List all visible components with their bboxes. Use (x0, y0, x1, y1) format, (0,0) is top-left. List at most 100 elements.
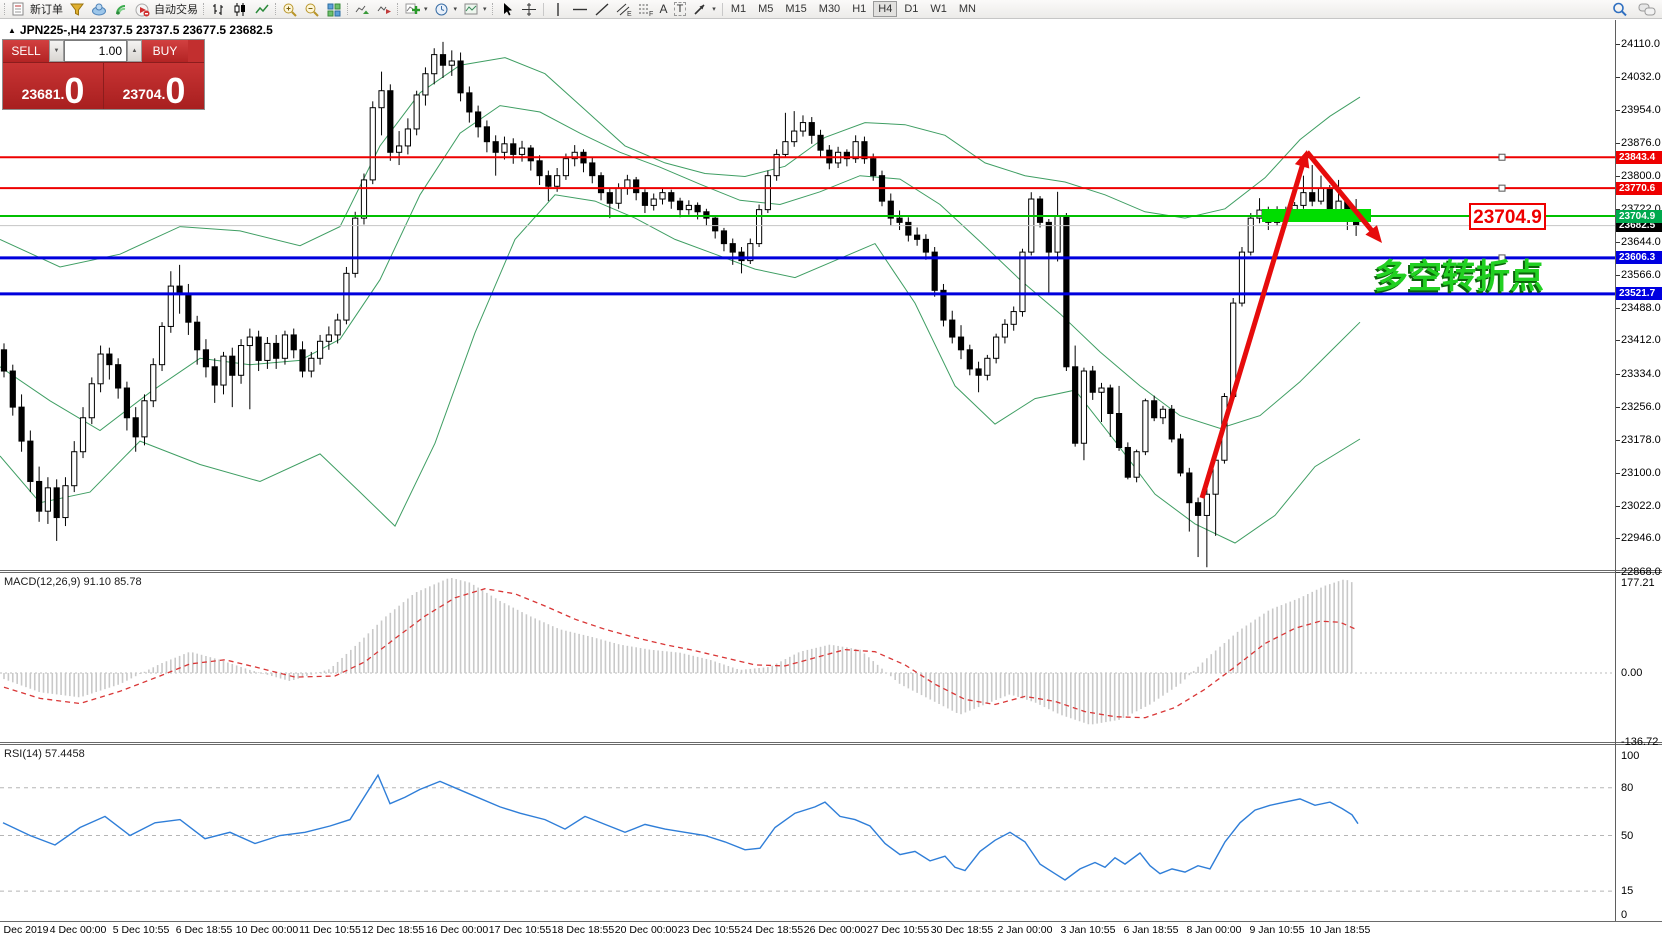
crosshair-tool-button[interactable] (518, 1, 540, 18)
candle-body (1098, 387, 1105, 393)
macd-panel[interactable] (0, 573, 1615, 742)
trendline-tool-button[interactable] (591, 1, 613, 18)
line-handle[interactable] (1498, 184, 1506, 192)
price-tick (1616, 110, 1620, 112)
tf-button-H4[interactable]: H4 (873, 1, 898, 17)
trend-arrow-up[interactable] (1199, 155, 1308, 499)
candle-chart-mode-button[interactable] (229, 1, 251, 18)
tf-button-W1[interactable]: W1 (930, 3, 947, 15)
tf-button-D1[interactable]: D1 (904, 3, 919, 15)
line-chart-icon (254, 2, 270, 17)
fibonacci-icon: F (638, 2, 654, 18)
templates-button[interactable]: ▾ (460, 1, 490, 18)
price-tick-label: 23876.0 (1621, 137, 1661, 150)
community-button[interactable] (88, 1, 110, 18)
candle-body (685, 204, 692, 211)
candle-body (255, 336, 262, 361)
fibonacci-tool-button[interactable]: F (635, 1, 657, 18)
candle-body (343, 272, 350, 321)
signals-button[interactable] (110, 1, 132, 18)
cursor-tool-button[interactable] (496, 1, 518, 18)
price-tag-23770.6[interactable]: 23770.6 (1616, 181, 1662, 195)
auto-scroll-button[interactable] (351, 1, 373, 18)
price-tag-23704.9[interactable]: 23704.9 (1616, 209, 1662, 223)
timeframes-menu-button[interactable]: ▾ (431, 1, 461, 18)
candle-body (791, 130, 798, 143)
sell-price[interactable]: 23681. 0 (3, 63, 104, 109)
tf-button-MN[interactable]: MN (958, 3, 976, 15)
horizontal-line-icon (572, 2, 588, 17)
tf-button-M1[interactable]: M1 (730, 3, 747, 15)
tf-button-M15[interactable]: M15 (785, 3, 807, 15)
bar-chart-mode-button[interactable] (207, 1, 229, 18)
price-tick-label: 23178.0 (1621, 433, 1661, 446)
candle-body (694, 204, 701, 213)
candle-body (18, 406, 25, 442)
volume-increase-button[interactable]: ▲ (127, 40, 142, 62)
annotation-cn-text[interactable]: 多空转折点 (1374, 258, 1544, 296)
chevron-down-icon: ▾ (453, 6, 458, 13)
volume-input[interactable] (64, 40, 127, 62)
buy-button[interactable]: BUY (142, 40, 188, 62)
candle-body (729, 243, 736, 253)
market-watch-button[interactable] (66, 1, 88, 18)
zoom-in-button[interactable] (279, 1, 301, 18)
rsi-separator[interactable] (0, 742, 1662, 743)
sell-button[interactable]: SELL (3, 40, 49, 62)
price-tag-23843.4[interactable]: 23843.4 (1616, 150, 1662, 164)
arrows-tool-button[interactable]: ▾ (689, 1, 719, 18)
text-label-tool-button[interactable]: T (671, 1, 690, 18)
buy-price[interactable]: 23704. 0 (104, 63, 204, 109)
candle-body (0, 349, 8, 372)
arrow-head-icon (1294, 150, 1310, 169)
price-tick-label: 23022.0 (1621, 500, 1661, 513)
equidistant-channel-tool-button[interactable]: E (613, 1, 635, 18)
price-tag-23606.3[interactable]: 23606.3 (1616, 251, 1662, 265)
line-handle[interactable] (1498, 254, 1506, 262)
candle-body (720, 230, 728, 245)
volume-decrease-button[interactable]: ▼ (49, 40, 64, 62)
price-callout-box[interactable] (1469, 203, 1546, 230)
annotation-cn-text[interactable]: 多空转折点 (1372, 260, 1542, 298)
vertical-line-tool-button[interactable] (547, 1, 569, 18)
time-axis-label: 9 Jan 10:55 (1249, 924, 1305, 936)
candle-body (597, 175, 605, 194)
search-icon[interactable] (1612, 2, 1628, 17)
candle-body (88, 383, 95, 419)
candle-body (914, 234, 921, 240)
rsi-panel[interactable] (0, 745, 1615, 920)
candle-body (1151, 400, 1158, 419)
autotrade-button[interactable]: 自动交易 (132, 1, 201, 18)
candle-body (229, 355, 236, 376)
price-tick (1616, 275, 1620, 277)
line-handle[interactable] (1498, 153, 1506, 161)
price-tick-label: 23412.0 (1621, 334, 1661, 347)
zoom-out-button[interactable] (301, 1, 323, 18)
tf-button-H1[interactable]: H1 (852, 3, 867, 15)
macd-separator[interactable] (0, 570, 1662, 571)
bollinger-lower-band (0, 194, 1361, 544)
candle-body (132, 417, 139, 438)
candle-body (808, 122, 815, 136)
candle-body (1309, 192, 1316, 202)
candle-body (457, 60, 464, 94)
horizontal-line-tool-button[interactable] (569, 1, 591, 18)
new-order-button[interactable]: 新订单 (8, 1, 66, 18)
tf-button-M5[interactable]: M5 (758, 3, 774, 15)
macd-label: MACD(12,26,9) 91.10 85.78 (4, 576, 142, 588)
chart-shift-button[interactable] (373, 1, 395, 18)
one-click-trading-panel: SELL ▼ ▲ BUY 23681.0 23704.0 (2, 39, 205, 110)
price-tick (1616, 241, 1620, 243)
tile-windows-button[interactable] (323, 1, 345, 18)
indicators-button[interactable]: ▾ (401, 1, 431, 18)
text-tool-button[interactable]: A (657, 1, 671, 18)
candle-body (1300, 192, 1307, 206)
equidistant-channel-icon: E (616, 2, 632, 18)
chat-icon[interactable] (1638, 2, 1656, 17)
tf-button-M30[interactable]: M30 (818, 3, 841, 15)
candle-body (984, 357, 991, 376)
price-tag-23521.7[interactable]: 23521.7 (1616, 287, 1662, 301)
line-chart-mode-button[interactable] (251, 1, 273, 18)
trend-arrow-down[interactable] (1305, 150, 1381, 240)
